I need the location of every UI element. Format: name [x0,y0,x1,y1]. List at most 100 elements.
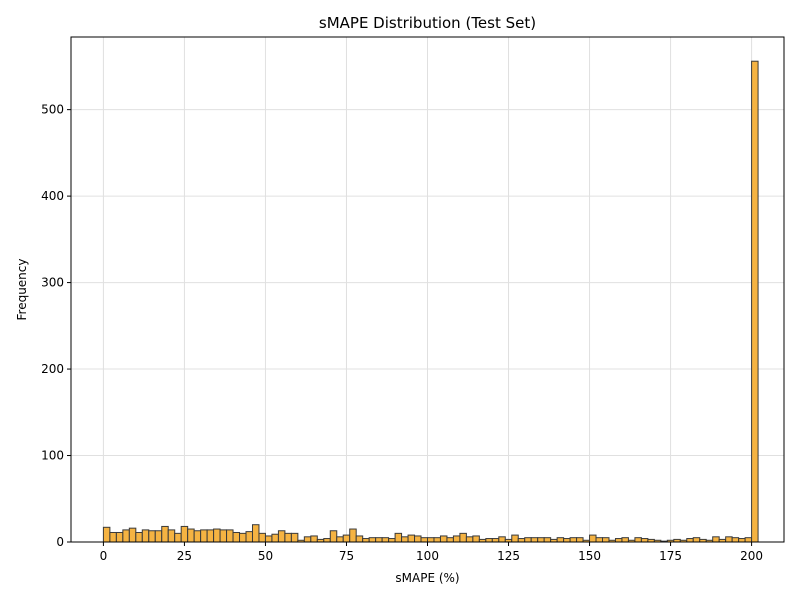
x-axis: 0 25 50 75 100 125 150 175 200 [100,542,763,563]
histogram-bar-5 [135,531,143,543]
histogram-bar-23 [251,524,260,543]
histogram-bar-68 [543,537,552,543]
histogram-bar-26 [271,533,279,543]
histogram-bar-54 [452,535,461,543]
x-tick-label-7: 175 [659,549,682,563]
histogram-bar-52 [439,535,448,543]
histogram-bar-55 [459,532,467,543]
histogram-bar-27 [277,530,286,543]
histogram-bar-49 [420,537,429,543]
x-axis-label: sMAPE (%) [395,571,459,585]
histogram-bar-91 [692,537,701,543]
histogram-bar-12 [180,525,189,543]
histogram-bar-6 [141,529,150,543]
histogram-bar-50 [427,537,435,543]
histogram-bar-48 [414,535,422,543]
histogram-bar-46 [401,536,409,543]
histogram-bar-67 [537,537,545,543]
chart-title: sMAPE Distribution (Test Set) [319,14,536,32]
histogram-bar-41 [368,537,377,543]
histogram-bar-7 [148,530,156,543]
histogram-bar-73 [576,537,584,543]
histogram-bar-21 [239,532,247,543]
y-tick-label-0: 0 [56,535,64,549]
x-tick-label-1: 25 [177,549,192,563]
histogram-bar-3 [122,529,130,543]
histogram-bar-31 [303,536,312,543]
x-tick-label-3: 75 [339,549,354,563]
histogram-bar-25 [264,535,273,543]
histogram-bar-99 [744,537,753,543]
y-tick-label-5: 500 [41,103,64,117]
histogram-bar-100 [751,60,759,543]
histogram-bar-40 [362,538,370,543]
histogram-bar-60 [491,538,500,543]
histogram-bar-96 [725,536,733,543]
grid [71,37,784,543]
histogram-bar-1 [109,531,117,543]
histogram-bar-32 [310,535,318,543]
histogram-bar-11 [174,532,182,543]
histogram-bar-59 [485,538,493,543]
x-tick-label-8: 200 [740,549,763,563]
histogram-bar-64 [517,538,526,543]
histogram-bar-44 [388,538,396,543]
histogram-bar-14 [193,530,202,543]
y-tick-label-1: 100 [41,449,64,463]
histogram-bar-34 [323,538,331,543]
histogram-bar-77 [602,537,610,543]
histogram-bar-20 [232,531,241,543]
histogram-bar-75 [589,534,597,543]
histogram-bar-37 [342,534,351,543]
histogram-bar-71 [563,538,571,543]
histogram-bar-15 [200,529,208,543]
histogram-bar-63 [511,534,519,543]
histogram-bar-45 [394,532,403,543]
histogram-bar-65 [524,537,532,543]
histogram-bar-76 [595,537,604,543]
histogram-bar-57 [472,535,480,543]
histogram-bar-39 [355,535,364,543]
histogram-bar-82 [634,537,642,543]
histogram-bar-4 [128,527,137,543]
y-axis: 0 100 200 300 400 500 [41,103,71,549]
histogram-bar-13 [187,528,195,543]
histogram-bar-70 [556,537,565,543]
x-tick-label-5: 125 [497,549,520,563]
histogram-bar-80 [621,537,629,543]
histogram-bar-29 [290,532,299,543]
histogram-bar-66 [530,537,539,543]
histogram-bar-18 [219,529,228,543]
histogram-bar-16 [206,529,215,543]
x-tick-label-4: 100 [416,549,439,563]
histogram-bar-8 [154,530,163,543]
histogram-bar-51 [433,537,441,543]
histogram-bar-22 [245,531,253,543]
y-axis-label: Frequency [15,259,29,321]
histogram-bar-94 [712,536,720,543]
x-tick-label-2: 50 [258,549,273,563]
histogram-bar-38 [349,528,357,543]
histogram-bar-10 [167,529,176,543]
y-tick-label-4: 400 [41,189,64,203]
histogram-bar-35 [329,530,338,543]
histogram-bar-19 [226,529,234,543]
histogram-bar-17 [213,528,221,543]
histogram-bar-98 [738,538,746,543]
x-tick-label-0: 0 [100,549,108,563]
histogram-bar-53 [446,537,454,543]
histogram-bar-97 [731,537,740,543]
histogram-bar-83 [640,538,649,543]
histogram-bar-24 [258,532,266,543]
histogram-bar-79 [614,538,623,543]
histogram-bar-36 [336,536,344,543]
histogram-bar-72 [569,537,578,543]
histogram-bar-90 [686,538,694,543]
histogram-bar-2 [115,531,124,543]
histogram-bar-0 [102,526,111,543]
histogram-bar-61 [498,536,506,543]
x-tick-label-6: 150 [578,549,601,563]
histogram-bar-56 [465,536,474,543]
histogram-bar-43 [381,537,390,543]
